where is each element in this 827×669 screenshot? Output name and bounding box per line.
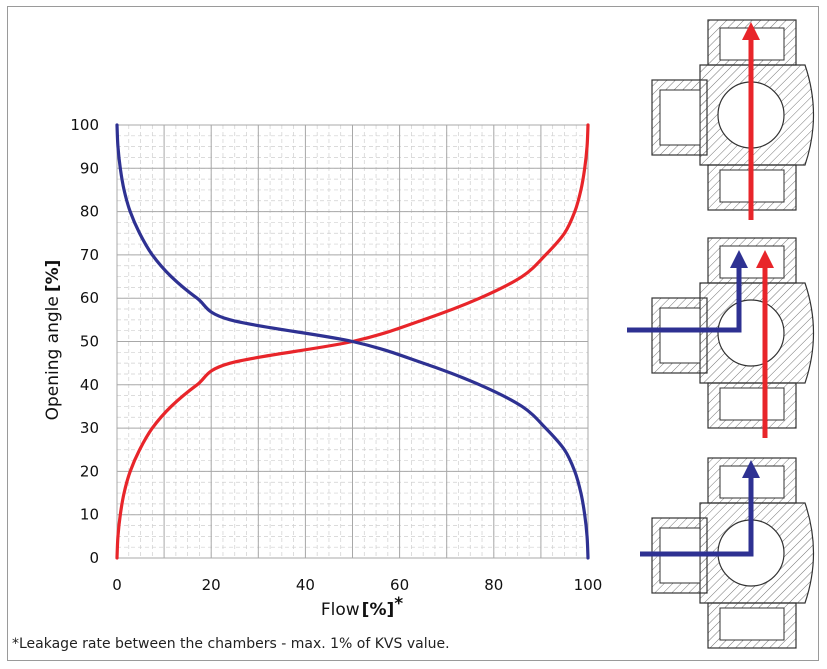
y-tick-label: 20 (80, 462, 99, 480)
flow-arrow-blue (640, 476, 754, 557)
valve-diagram-3 (640, 457, 815, 649)
series-line-1 (115, 123, 590, 560)
valve-bottom-thread (719, 387, 785, 421)
footnote: *Leakage rate between the chambers - max… (12, 636, 450, 652)
flow-arrow-head (730, 250, 748, 268)
flow-arrow-head (742, 460, 760, 478)
y-tick-label: 40 (80, 376, 99, 394)
x-tick-label: 40 (296, 576, 315, 594)
flow-arrow-head (756, 250, 774, 268)
x-axis-title-unit: [%] (362, 600, 395, 620)
series-line-2 (115, 123, 590, 560)
valve-top-thread (719, 245, 785, 279)
valve-side-thread (659, 89, 701, 146)
x-tick-label: 20 (202, 576, 221, 594)
valve-diagram-1 (651, 19, 815, 220)
y-tick-label: 80 (80, 203, 99, 221)
y-tick-label: 100 (70, 116, 99, 134)
y-tick-label: 10 (80, 506, 99, 524)
y-tick-label: 60 (80, 289, 99, 307)
x-tick-label: 100 (574, 576, 603, 594)
y-axis-title-text: Opening angle (43, 296, 63, 420)
x-tick-label: 60 (390, 576, 409, 594)
flow-arrow-head (742, 22, 760, 40)
valve-bottom-thread (719, 607, 785, 641)
y-axis-title-unit: [%] (43, 260, 63, 293)
y-tick-label: 50 (80, 333, 99, 351)
y-axis-title: Opening angle [%] (43, 260, 63, 421)
valve-ball (717, 299, 785, 367)
series-lines (115, 123, 590, 560)
x-tick-label: 80 (484, 576, 503, 594)
x-tick-label: 0 (112, 576, 122, 594)
y-tick-label: 0 (89, 549, 99, 567)
x-axis-title: Flow [%]* (321, 594, 403, 620)
valve-diagram-2 (627, 237, 815, 438)
valve-diagrams (627, 19, 815, 649)
y-tick-label: 90 (80, 159, 99, 177)
x-axis-title-text: Flow (321, 600, 360, 620)
x-axis-title-mark: * (394, 594, 403, 614)
valve-side-thread (659, 307, 701, 364)
flow-arrow-blue (627, 268, 742, 333)
y-tick-label: 30 (80, 419, 99, 437)
grid (116, 124, 589, 559)
y-tick-label: 70 (80, 246, 99, 264)
tick-labels: 0 10 20 30 40 50 60 70 80 90 100 0 20 40 60 80 100 (70, 116, 602, 594)
